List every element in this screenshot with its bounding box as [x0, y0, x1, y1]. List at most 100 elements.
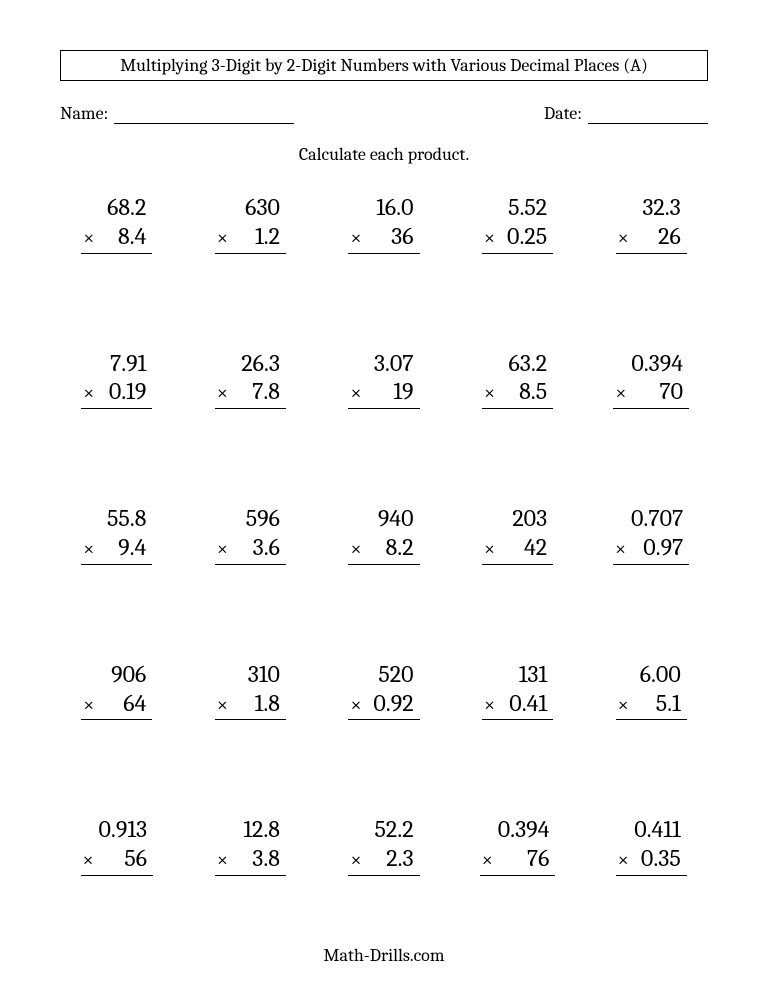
multiply-icon: × — [484, 226, 495, 250]
multiply-icon: × — [618, 226, 629, 250]
multiplicand: 630 — [215, 193, 286, 222]
problem-inner: 0.707 ×0.97 — [613, 504, 689, 565]
multiply-icon: × — [217, 226, 228, 250]
problem: 0.394 ×76 — [461, 815, 575, 876]
multiply-icon: × — [350, 693, 361, 717]
problem-inner: 310×1.8 — [215, 660, 286, 721]
multiply-icon: × — [484, 381, 495, 405]
problem-inner: 32.3×26 — [616, 193, 687, 254]
multiplier-row: ×36 — [348, 222, 419, 254]
multiply-icon: × — [618, 693, 629, 717]
multiplicand: 0.394 — [613, 349, 689, 378]
multiplier-row: ×1.8 — [215, 689, 286, 721]
multiplier: 8.4 — [96, 222, 146, 251]
multiplicand: 940 — [348, 504, 419, 533]
problem: 310×1.8 — [194, 660, 308, 721]
multiplier: 0.41 — [497, 689, 547, 718]
problem: 131×0.41 — [461, 660, 575, 721]
multiplier: 76 — [495, 844, 550, 873]
worksheet-title: Multiplying 3-Digit by 2-Digit Numbers w… — [60, 50, 708, 81]
multiplicand: 26.3 — [215, 349, 286, 378]
multiplier-row: ×56 — [81, 844, 154, 876]
problem: 32.3×26 — [594, 193, 708, 254]
multiplicand: 0.707 — [613, 504, 689, 533]
multiplier-row: ×8.4 — [81, 222, 152, 254]
multiplier-row: ×8.2 — [348, 533, 419, 565]
problem-inner: 0.394×70 — [613, 349, 689, 410]
problem: 596×3.6 — [194, 504, 308, 565]
multiplicand: 32.3 — [616, 193, 687, 222]
multiplier: 2.3 — [364, 844, 414, 873]
multiplier: 42 — [497, 533, 547, 562]
multiplier: 56 — [96, 844, 147, 873]
multiplier-row: ×0.35 — [616, 844, 687, 876]
multiplier-row: ×19 — [348, 377, 419, 409]
problem-inner: 940×8.2 — [348, 504, 419, 565]
problem: 940×8.2 — [327, 504, 441, 565]
date-input-line[interactable] — [588, 105, 708, 124]
multiply-icon: × — [217, 537, 228, 561]
problem: 203×42 — [461, 504, 575, 565]
multiplicand: 596 — [215, 504, 286, 533]
date-field: Date: — [544, 103, 708, 124]
problem: 12.8×3.8 — [194, 815, 308, 876]
multiplier: 3.6 — [230, 533, 280, 562]
problem-inner: 55.8×9.4 — [81, 504, 152, 565]
multiplier-row: ×3.8 — [215, 844, 286, 876]
multiplier-row: ×1.2 — [215, 222, 286, 254]
multiply-icon: × — [83, 693, 94, 717]
multiplicand: 55.8 — [81, 504, 152, 533]
problem-inner: 63.2 ×8.5 — [482, 349, 553, 410]
multiply-icon: × — [83, 381, 94, 405]
name-label: Name: — [60, 103, 108, 124]
multiplicand: 0.913 — [81, 815, 154, 844]
multiplier: 19 — [364, 377, 414, 406]
problem-inner: 520×0.92 — [348, 660, 419, 721]
multiplier: 5.1 — [631, 689, 681, 718]
problem-inner: 0.411×0.35 — [616, 815, 687, 876]
multiplier: 64 — [96, 689, 146, 718]
problem-inner: 0.913×56 — [81, 815, 154, 876]
multiplicand: 52.2 — [348, 815, 419, 844]
problems-grid: 68.2×8.4630×1.216.0×365.52×0.2532.3×267.… — [60, 193, 708, 876]
problem-inner: 906×64 — [81, 660, 152, 721]
name-field: Name: — [60, 103, 294, 124]
problem: 68.2×8.4 — [60, 193, 174, 254]
multiplier: 0.19 — [96, 377, 146, 406]
multiplicand: 63.2 — [482, 349, 553, 378]
multiplier: 70 — [628, 377, 683, 406]
multiplier-row: ×0.41 — [482, 689, 553, 721]
problem: 63.2 ×8.5 — [461, 349, 575, 410]
problem-inner: 7.91×0.19 — [81, 349, 152, 410]
multiply-icon: × — [350, 226, 361, 250]
multiplicand: 310 — [215, 660, 286, 689]
multiplicand: 0.394 — [480, 815, 556, 844]
multiplier: 1.2 — [230, 222, 280, 251]
multiplier: 0.97 — [628, 533, 683, 562]
problem: 55.8×9.4 — [60, 504, 174, 565]
multiply-icon: × — [615, 537, 626, 561]
worksheet-page: Multiplying 3-Digit by 2-Digit Numbers w… — [0, 0, 768, 994]
multiplier: 8.5 — [497, 377, 547, 406]
problem: 6.00×5.1 — [594, 660, 708, 721]
multiplier-row: ×5.1 — [616, 689, 687, 721]
multiply-icon: × — [482, 848, 493, 872]
multiplier: 3.8 — [230, 844, 280, 873]
multiplier-row: ×0.19 — [81, 377, 152, 409]
multiplier-row: ×2.3 — [348, 844, 419, 876]
problem: 5.52×0.25 — [461, 193, 575, 254]
multiplier-row: ×42 — [482, 533, 553, 565]
problem-inner: 131×0.41 — [482, 660, 553, 721]
problem: 906×64 — [60, 660, 174, 721]
multiplier: 36 — [364, 222, 414, 251]
multiply-icon: × — [350, 537, 361, 561]
date-label: Date: — [544, 103, 582, 124]
instruction-text: Calculate each product. — [60, 144, 708, 165]
multiplier-row: ×3.6 — [215, 533, 286, 565]
multiplicand: 68.2 — [81, 193, 152, 222]
problem: 630×1.2 — [194, 193, 308, 254]
multiplicand: 12.8 — [215, 815, 286, 844]
multiply-icon: × — [618, 848, 629, 872]
multiplicand: 203 — [482, 504, 553, 533]
name-input-line[interactable] — [114, 105, 294, 124]
